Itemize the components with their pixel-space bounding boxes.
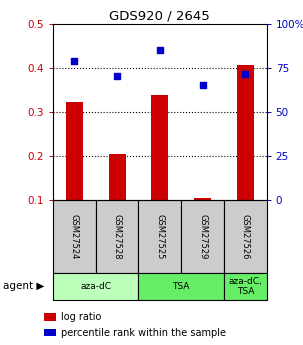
Text: GSM27528: GSM27528 (113, 214, 122, 259)
Point (115, 73, 120, 79)
Text: aza-dC: aza-dC (80, 282, 111, 291)
Bar (66, 102, 83, 200)
Bar (181, 200, 224, 273)
Text: GSM27524: GSM27524 (70, 214, 79, 259)
Point (158, 47, 162, 52)
Text: aza-dC,
TSA: aza-dC, TSA (228, 277, 262, 296)
Point (200, 82, 205, 88)
Bar (53, 200, 96, 273)
Text: TSA: TSA (172, 282, 190, 291)
Text: GSM27526: GSM27526 (241, 214, 250, 259)
Bar (224, 273, 267, 300)
Title: GDS920 / 2645: GDS920 / 2645 (109, 10, 210, 23)
Text: GSM27529: GSM27529 (198, 214, 207, 259)
Bar (96, 200, 138, 273)
Bar (151, 96, 168, 200)
Text: agent ▶: agent ▶ (3, 282, 45, 291)
Point (72, 58, 77, 64)
Bar (224, 200, 267, 273)
Text: GSM27525: GSM27525 (155, 214, 164, 259)
Point (243, 71, 248, 77)
Text: percentile rank within the sample: percentile rank within the sample (61, 328, 226, 337)
Bar (138, 273, 224, 300)
Text: log ratio: log ratio (61, 312, 101, 322)
Bar (194, 198, 211, 200)
Bar (138, 200, 181, 273)
Bar (237, 65, 254, 200)
Bar (53, 273, 138, 300)
Bar (108, 154, 126, 200)
